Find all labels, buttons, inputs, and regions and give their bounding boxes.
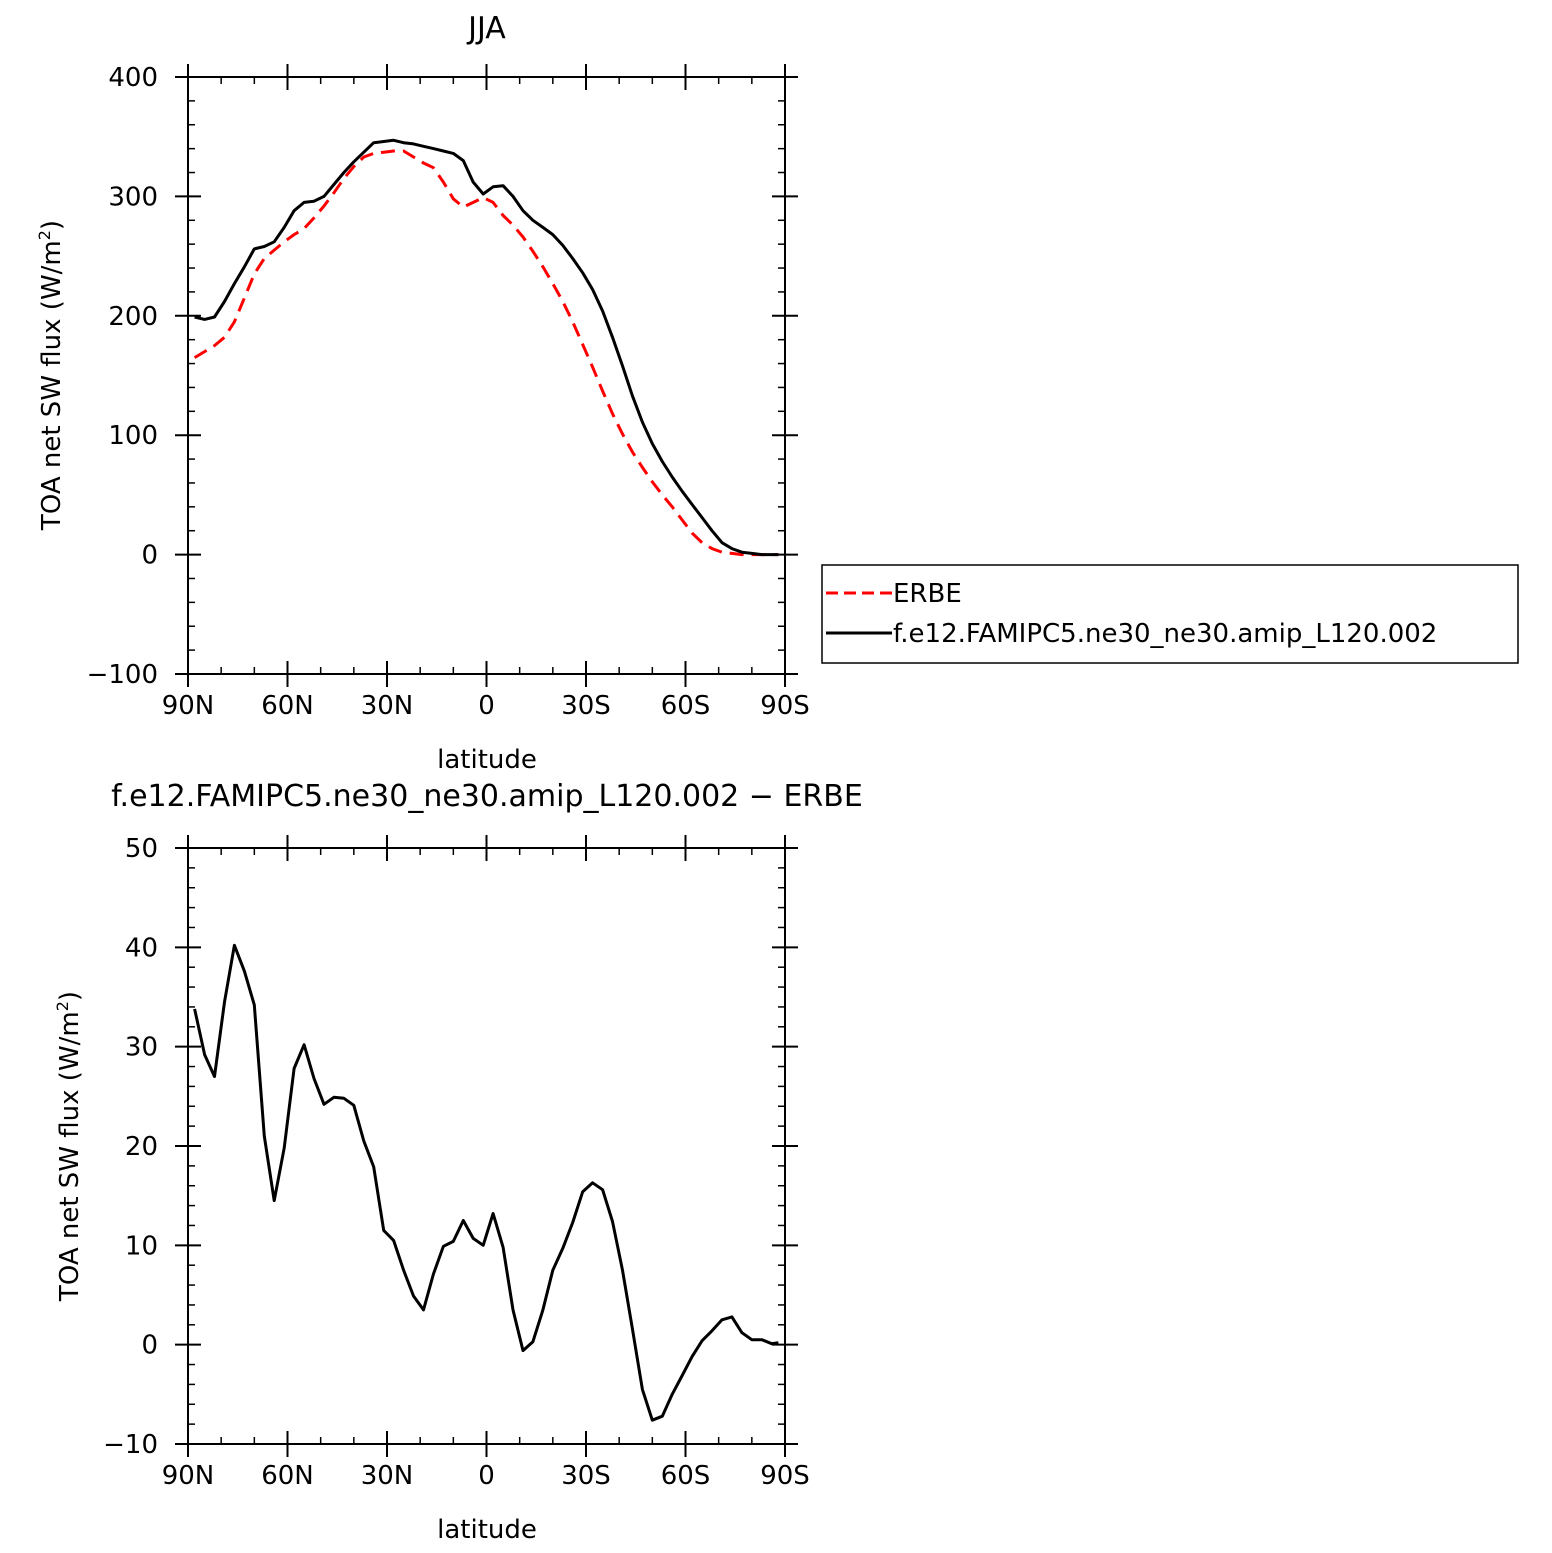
top-panel-title: JJA: [466, 11, 506, 46]
x-tick-label: 60N: [261, 691, 314, 721]
x-tick-label: 90S: [760, 691, 810, 721]
legend-label-model: f.e12.FAMIPC5.ne30_ne30.amip_L120.002: [893, 619, 1437, 649]
bottom-panel-title: f.e12.FAMIPC5.ne30_ne30.amip_L120.002 − …: [111, 779, 863, 814]
legend-label-erbe: ERBE: [893, 579, 962, 609]
y-tick-label: 30: [125, 1033, 158, 1063]
series-line-erbe: [193, 149, 779, 557]
x-tick-label: 60S: [661, 691, 711, 721]
y-tick-label: 20: [125, 1132, 158, 1162]
x-tick-label: 90S: [760, 1461, 810, 1491]
y-tick-label: −100: [87, 660, 158, 690]
y-tick-label: −10: [103, 1430, 158, 1460]
x-tick-label: 30N: [361, 1461, 414, 1491]
bottom-axes: 90N 60N 30N 0 30S 60S 90S −10 0 10 20 30 40 50: [103, 834, 810, 1491]
y-tick-label: 50: [125, 834, 158, 864]
y-tick-label: 200: [108, 302, 158, 332]
bottom-panel: f.e12.FAMIPC5.ne30_ne30.amip_L120.002 − …: [53, 779, 863, 1545]
series-line-difference: [193, 943, 779, 1422]
y-tick-label: 10: [125, 1231, 158, 1261]
y-tick-label: 40: [125, 933, 158, 963]
top-axes: 90N 60N 30N 0 30S 60S 90S −100 0 100 200 300 400: [87, 63, 810, 721]
x-tick-label: 30S: [561, 1461, 611, 1491]
y-tick-label: 0: [141, 541, 158, 571]
x-tick-label: 60S: [661, 1461, 711, 1491]
x-tick-label: 30S: [561, 691, 611, 721]
y-tick-label: 100: [108, 421, 158, 451]
y-tick-label: 400: [108, 63, 158, 93]
x-tick-label: 30N: [361, 691, 414, 721]
series-line-model: [194, 138, 779, 557]
legend: ERBE f.e12.FAMIPC5.ne30_ne30.amip_L120.0…: [821, 564, 1519, 664]
top-series-layer: [193, 138, 779, 557]
bottom-series-layer: [193, 943, 779, 1422]
x-tick-label: 0: [478, 691, 495, 721]
top-plot-frame: [187, 76, 786, 675]
y-tick-label: 0: [141, 1331, 158, 1361]
legend-box: [821, 564, 1519, 664]
bottom-y-axis-title: TOA net SW flux (W/m2): [53, 991, 85, 1302]
x-tick-label: 60N: [261, 1461, 314, 1491]
bottom-x-axis-title: latitude: [437, 1515, 537, 1545]
top-x-axis-title: latitude: [437, 745, 537, 775]
x-tick-label: 90N: [162, 1461, 215, 1491]
top-panel: JJA 90N 60N 30N 0 30S 60S 90S −100 0 100 200 300 400…: [35, 11, 810, 775]
bottom-plot-frame: [187, 847, 786, 1445]
y-tick-label: 300: [108, 182, 158, 212]
x-tick-label: 90N: [162, 691, 215, 721]
x-tick-label: 0: [478, 1461, 495, 1491]
top-y-axis-title: TOA net SW flux (W/m2): [35, 220, 67, 531]
